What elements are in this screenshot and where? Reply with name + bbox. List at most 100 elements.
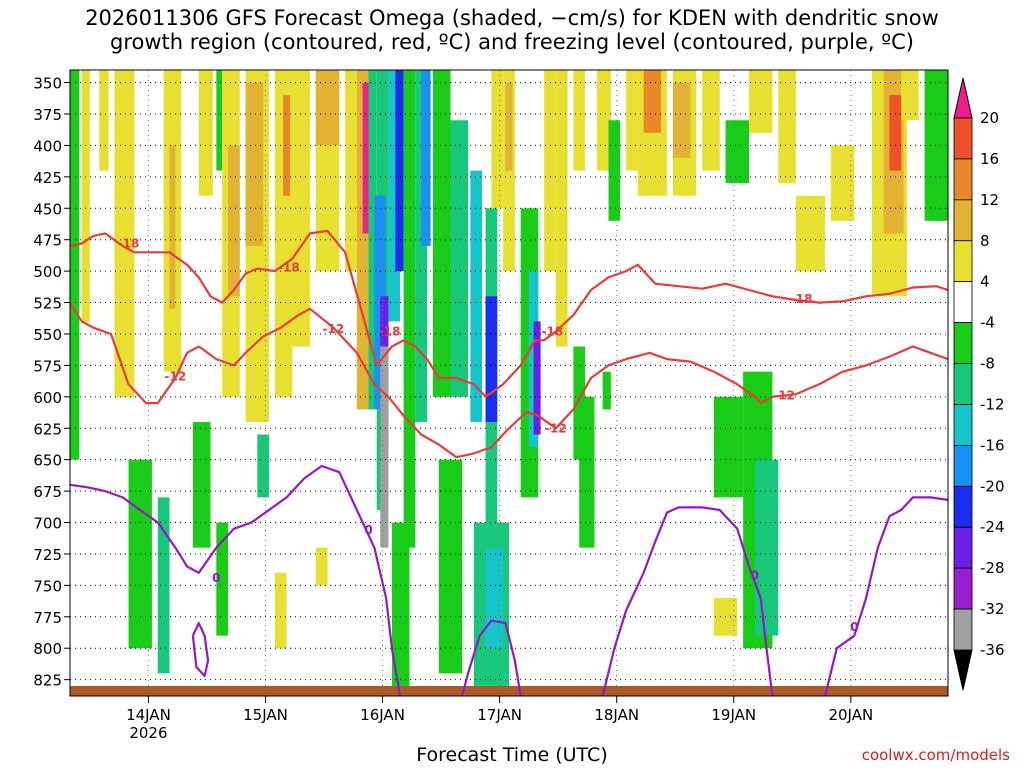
colorbar-swatch xyxy=(953,363,973,405)
terrain-surface xyxy=(70,686,948,696)
omega-cell xyxy=(315,70,340,146)
contour-dgz-lower-minus12 xyxy=(70,302,948,459)
colorbar-label: 4 xyxy=(980,273,990,291)
contour-freezing-level-0 xyxy=(70,464,402,696)
y-tick-label: 725 xyxy=(33,546,62,564)
colorbar-label: -36 xyxy=(980,641,1005,659)
colorbar-label: -12 xyxy=(980,395,1005,413)
contour-label: 0 xyxy=(850,620,858,634)
x-tick-label: 17JAN xyxy=(477,706,522,724)
colorbar-swatch xyxy=(953,199,973,242)
contour-label: -18 xyxy=(541,324,563,338)
colorbar-swatch xyxy=(953,567,973,610)
omega-cell xyxy=(70,70,80,460)
omega-cell xyxy=(169,145,176,309)
colorbar: 20 16 12 8 4 -4 -8 -12 -16 -20 -24 -28 -32 -36 xyxy=(953,77,1005,691)
omega-cell xyxy=(485,296,498,422)
omega-cell xyxy=(356,70,369,410)
omega-cell xyxy=(573,70,586,171)
omega-cell xyxy=(438,459,463,674)
omega-cell xyxy=(778,70,796,184)
y-tick-label: 400 xyxy=(33,137,62,155)
omega-shading xyxy=(70,70,948,686)
colorbar-swatch xyxy=(953,526,973,569)
omega-cell xyxy=(544,70,556,272)
omega-cell xyxy=(725,120,749,184)
omega-cell xyxy=(485,547,504,649)
omega-cell xyxy=(99,70,109,171)
y-tick-label: 350 xyxy=(33,75,62,93)
contour-label: -18 xyxy=(278,260,300,274)
omega-cell xyxy=(362,82,369,234)
colorbar-label: -16 xyxy=(980,436,1005,454)
contour-label: -12 xyxy=(165,370,187,384)
omega-cell xyxy=(368,70,377,410)
colorbar-swatch xyxy=(953,444,973,487)
colorbar-swatch xyxy=(953,322,973,364)
contour-freezing-level-0d xyxy=(824,496,948,696)
colorbar-label: 12 xyxy=(980,191,999,209)
x-tick-label: 15JAN xyxy=(243,706,288,724)
omega-cell xyxy=(795,195,826,272)
y-tick-label: 650 xyxy=(33,452,62,470)
y-tick-label: 700 xyxy=(33,515,62,533)
y-tick-label: 525 xyxy=(33,295,62,313)
y-tick-label: 625 xyxy=(33,420,62,438)
surface-band xyxy=(70,686,948,696)
colorbar-swatch xyxy=(953,158,973,201)
colorbar-swatch xyxy=(953,117,973,160)
omega-cell xyxy=(380,346,389,548)
y-tick-label: 450 xyxy=(33,200,62,218)
x-tick-label: 16JAN xyxy=(360,706,405,724)
contour-label: -18 xyxy=(791,292,813,306)
omega-cell xyxy=(403,70,416,548)
x-tick-label: 18JAN xyxy=(594,706,639,724)
omega-cell xyxy=(157,497,170,674)
omega-cell xyxy=(245,82,264,246)
omega-cell xyxy=(505,82,513,171)
x-tick-label: 19JAN xyxy=(711,706,756,724)
omega-cell xyxy=(924,70,948,221)
colorbar-label: 8 xyxy=(980,232,990,250)
chart-title: 2026011306 GFS Forecast Omega (shaded, −… xyxy=(0,6,1024,54)
credit-text: coolwx.com/models xyxy=(861,746,1010,764)
y-axis: 350 375 400 425 450 475 500 525 550 575 600 625 650 6… xyxy=(33,75,70,690)
omega-cell xyxy=(216,522,229,636)
y-tick-label: 775 xyxy=(33,609,62,627)
y-tick-label: 500 xyxy=(33,263,62,281)
omega-cell xyxy=(395,70,404,272)
x-tick-label: 20JAN xyxy=(828,706,873,724)
colorbar-label: 16 xyxy=(980,150,999,168)
x-tick-year: 2026 xyxy=(129,724,167,742)
omega-cell xyxy=(283,95,291,196)
colorbar-label: 20 xyxy=(980,109,999,127)
omega-cell xyxy=(901,70,919,121)
colorbar-label: -28 xyxy=(980,559,1005,577)
colorbar-swatch xyxy=(953,240,973,283)
x-tick-label: 14JAN xyxy=(126,706,171,724)
omega-cell xyxy=(608,120,621,221)
omega-cell xyxy=(672,82,691,158)
contour-freezing-level-small-loop xyxy=(191,621,210,678)
omega-cell xyxy=(388,70,401,322)
x-axis-label: Forecast Time (UTC) xyxy=(416,744,608,766)
colorbar-label: -8 xyxy=(980,355,995,373)
y-tick-label: 750 xyxy=(33,577,62,595)
omega-cell xyxy=(81,70,90,322)
omega-cell xyxy=(450,120,469,397)
y-tick-label: 575 xyxy=(33,357,62,375)
contour-label: -18 xyxy=(118,236,140,250)
omega-cell xyxy=(889,95,902,171)
chart-title-line1: 2026011306 GFS Forecast Omega (shaded, −… xyxy=(85,6,939,30)
contour-freezing-level-0c xyxy=(601,506,774,696)
omega-cell xyxy=(626,70,638,171)
omega-cell xyxy=(345,70,357,272)
omega-cell xyxy=(274,572,287,649)
contour-freezing-level-0b xyxy=(461,619,522,696)
omega-cell xyxy=(228,145,240,297)
y-tick-label: 475 xyxy=(33,232,62,250)
colorbar-top-arrow xyxy=(953,77,973,119)
omega-cell xyxy=(491,70,504,209)
